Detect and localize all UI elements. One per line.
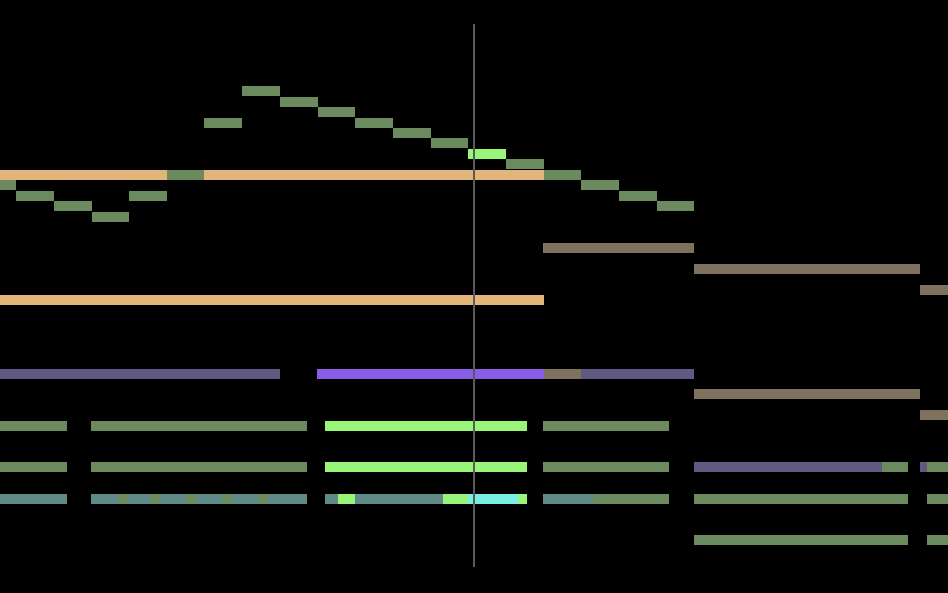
note-block[interactable]	[0, 170, 167, 180]
note-block[interactable]	[0, 494, 67, 504]
note-block[interactable]	[338, 494, 355, 504]
note-block[interactable]	[0, 369, 280, 379]
note-block[interactable]	[54, 201, 92, 211]
note-block[interactable]	[882, 462, 908, 472]
note-block[interactable]	[920, 410, 948, 420]
playhead-line[interactable]	[473, 24, 475, 567]
note-block[interactable]	[0, 180, 16, 190]
note-block[interactable]	[518, 494, 527, 504]
note-block[interactable]	[593, 494, 669, 504]
note-block[interactable]	[280, 97, 318, 107]
note-block[interactable]	[0, 462, 67, 472]
note-block[interactable]	[694, 389, 920, 399]
note-block[interactable]	[16, 191, 54, 201]
note-block[interactable]	[927, 462, 948, 472]
note-block[interactable]	[186, 494, 196, 504]
note-block[interactable]	[543, 494, 593, 504]
note-block[interactable]	[581, 369, 694, 379]
note-block[interactable]	[222, 494, 232, 504]
note-block[interactable]	[167, 170, 204, 180]
note-block[interactable]	[443, 494, 468, 504]
note-block[interactable]	[92, 212, 129, 222]
note-block[interactable]	[543, 243, 694, 253]
note-block[interactable]	[657, 201, 694, 211]
note-block[interactable]	[204, 118, 242, 128]
note-block[interactable]	[118, 494, 128, 504]
note-block[interactable]	[694, 535, 908, 545]
note-block[interactable]	[318, 107, 355, 117]
note-block[interactable]	[0, 421, 67, 431]
note-block[interactable]	[694, 462, 882, 472]
note-block[interactable]	[544, 369, 581, 379]
note-block[interactable]	[393, 128, 431, 138]
note-block[interactable]	[325, 462, 527, 472]
note-block[interactable]	[543, 421, 669, 431]
note-block[interactable]	[317, 369, 544, 379]
note-block[interactable]	[468, 494, 518, 504]
note-block[interactable]	[927, 494, 948, 504]
note-block[interactable]	[694, 494, 908, 504]
note-block[interactable]	[544, 170, 581, 180]
note-block[interactable]	[543, 462, 669, 472]
note-block[interactable]	[468, 149, 506, 159]
note-block[interactable]	[581, 180, 619, 190]
note-block[interactable]	[355, 494, 443, 504]
note-block[interactable]	[150, 494, 160, 504]
note-block[interactable]	[355, 118, 393, 128]
note-block[interactable]	[506, 159, 544, 169]
note-block[interactable]	[242, 86, 280, 96]
note-block[interactable]	[431, 138, 468, 148]
note-block[interactable]	[619, 191, 657, 201]
note-block[interactable]	[0, 295, 544, 305]
note-block[interactable]	[325, 421, 527, 431]
note-block[interactable]	[91, 421, 307, 431]
note-block[interactable]	[927, 535, 948, 545]
note-block[interactable]	[920, 285, 948, 295]
note-block[interactable]	[129, 191, 167, 201]
note-block[interactable]	[325, 494, 338, 504]
note-block[interactable]	[258, 494, 268, 504]
note-block[interactable]	[694, 264, 920, 274]
note-block[interactable]	[204, 170, 544, 180]
note-block[interactable]	[91, 462, 307, 472]
note-block[interactable]	[91, 494, 307, 504]
note-block[interactable]	[920, 462, 927, 472]
